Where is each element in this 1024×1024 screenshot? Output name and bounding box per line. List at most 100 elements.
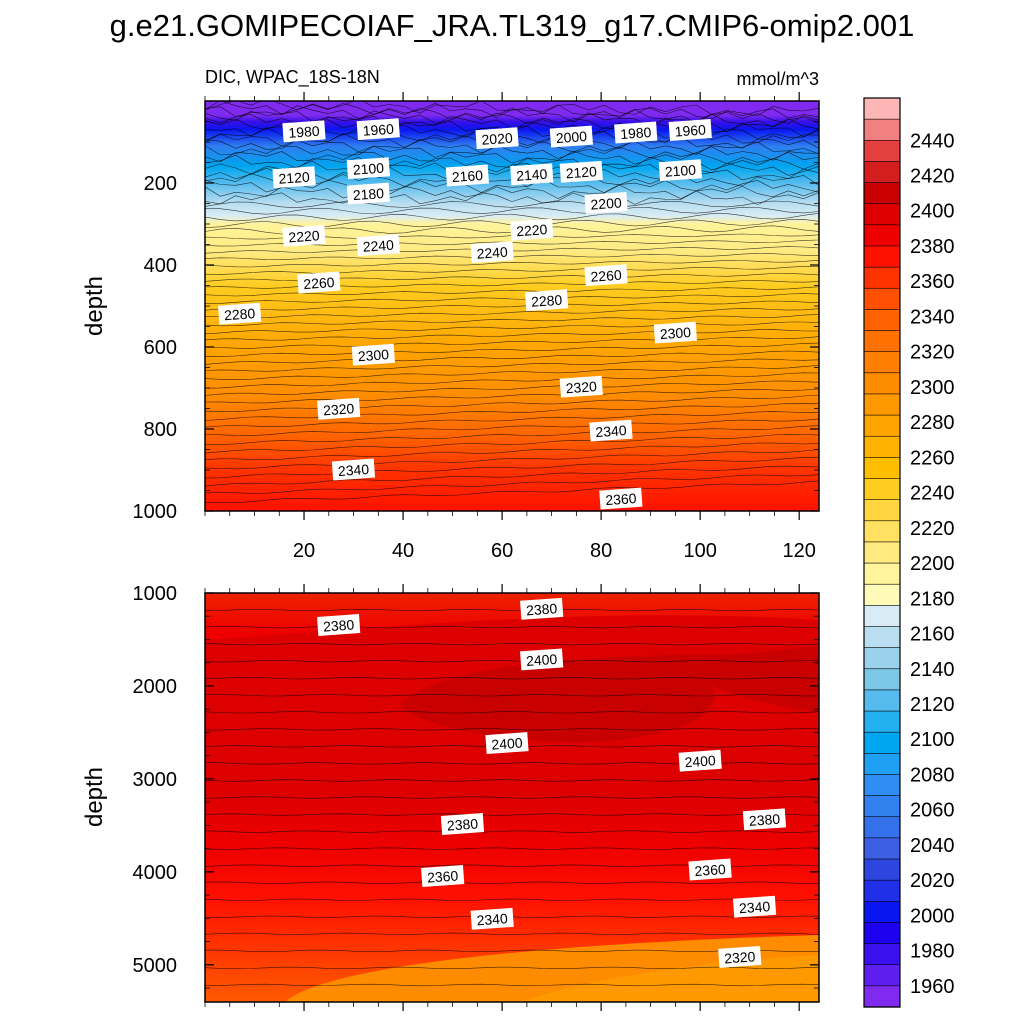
colorbar-label: 2280 — [910, 412, 955, 434]
contour-line — [205, 608, 819, 612]
contour-line — [205, 442, 819, 461]
svg-text:2120: 2120 — [565, 163, 597, 181]
contour-line — [205, 813, 819, 816]
svg-text:1980: 1980 — [620, 124, 652, 142]
contour-line — [205, 388, 819, 404]
colorbar-label: 1960 — [910, 976, 955, 998]
colorbar-label: 2060 — [910, 800, 955, 822]
colorbar-segment — [863, 203, 901, 226]
colorbar-segment — [863, 520, 901, 543]
colorbar-label: 2320 — [910, 342, 955, 364]
contour-line — [205, 293, 819, 304]
contour-line — [205, 358, 819, 372]
colorbar-segment — [863, 837, 901, 860]
contour-line — [205, 300, 819, 311]
colorbar-label: 2160 — [910, 624, 955, 646]
colorbar-segment — [863, 182, 901, 205]
contour-line — [205, 949, 819, 953]
contour-line — [205, 286, 819, 297]
contour-line — [205, 308, 819, 319]
contour-label: 2300 — [351, 343, 395, 366]
contour-line — [205, 321, 819, 335]
svg-text:2260: 2260 — [590, 267, 622, 285]
top-panel-axes: 200 400 600 800 1000 20 40 60 80 100 120 — [133, 92, 819, 562]
colorbar-segment — [863, 605, 901, 628]
contour-line — [205, 728, 819, 731]
contour-label: 2320 — [718, 945, 762, 968]
svg-text:2380: 2380 — [446, 815, 478, 833]
colorbar-segment — [863, 753, 901, 776]
colorbar-label: 2120 — [910, 694, 955, 716]
svg-text:2300: 2300 — [357, 346, 389, 364]
colorbar-segment — [863, 161, 901, 184]
colorbar-segment — [863, 541, 901, 564]
colorbar-label: 2000 — [910, 905, 955, 927]
bottom-lowest-region — [520, 955, 819, 1002]
contour-line — [205, 643, 819, 646]
svg-text:2220: 2220 — [516, 221, 548, 239]
colorbar-segment — [863, 858, 901, 881]
contour-label: 2000 — [549, 125, 593, 148]
svg-text:2380: 2380 — [323, 616, 355, 634]
colorbar-segment — [863, 414, 901, 437]
figure-title: g.e21.GOMIPECOIAF_JRA.TL319_g17.CMIP6-om… — [110, 8, 915, 43]
contour-label: 2380 — [440, 813, 485, 835]
contour-label: 2220 — [282, 224, 326, 247]
colorbar-segment — [863, 139, 901, 163]
contour-line — [205, 213, 819, 222]
top-panel: DIC, WPAC_18S-18N mmol/m^3 1980 1960 2020 2… — [81, 67, 820, 562]
contour-line — [205, 259, 819, 268]
colorbar-segment — [863, 393, 901, 416]
colorbar-label: 2140 — [910, 659, 955, 681]
colorbar-segment — [863, 900, 901, 924]
svg-text:2300: 2300 — [659, 324, 691, 342]
colorbar-label: 2380 — [910, 236, 955, 258]
x-tick-label: 120 — [783, 540, 816, 562]
colorbar-label: 2260 — [910, 447, 955, 469]
colorbar-frame — [863, 97, 901, 1008]
colorbar-segment — [863, 224, 901, 247]
colorbar-label: 2340 — [910, 306, 955, 328]
contour-label: 1980 — [614, 121, 658, 144]
colorbar-label: 2360 — [910, 271, 955, 293]
svg-text:2320: 2320 — [323, 400, 355, 418]
y-tick-label: 400 — [144, 255, 177, 277]
colorbar-segment — [863, 330, 901, 353]
svg-text:2320: 2320 — [565, 378, 597, 396]
contour-line — [205, 380, 819, 396]
contour-line — [205, 966, 819, 970]
contour-label: 2260 — [297, 271, 341, 294]
x-tick-label: 80 — [590, 540, 612, 562]
svg-text:2360: 2360 — [427, 867, 459, 885]
contour-line — [205, 677, 819, 680]
svg-text:2240: 2240 — [476, 244, 508, 262]
svg-text:2340: 2340 — [476, 910, 508, 928]
contour-line — [205, 457, 819, 479]
svg-text:1960: 1960 — [674, 121, 706, 139]
colorbar-segment — [863, 309, 901, 332]
contour-line — [205, 932, 819, 935]
contour-line — [205, 178, 819, 194]
contour-label: 2400 — [678, 749, 722, 772]
contour-label: 2260 — [584, 264, 628, 287]
colorbar-segment — [863, 879, 901, 902]
x-tick-label: 100 — [683, 540, 716, 562]
y-tick-label: 3000 — [133, 769, 178, 791]
top-panel-ylabel: depth — [81, 276, 108, 336]
colorbar-segment — [863, 668, 901, 691]
top-panel-field — [205, 101, 819, 511]
colorbar-label: 2300 — [910, 377, 955, 399]
y-tick-label: 4000 — [133, 862, 178, 884]
y-tick-label: 600 — [144, 337, 177, 359]
svg-text:2220: 2220 — [288, 227, 320, 245]
contour-line — [205, 105, 819, 124]
y-tick-label: 5000 — [133, 955, 178, 977]
colorbar-segment — [863, 351, 901, 374]
contour-line — [205, 480, 819, 503]
svg-text:2020: 2020 — [481, 130, 513, 148]
colorbar-segment — [863, 731, 901, 754]
contour-line — [205, 336, 819, 349]
colorbar-segment — [863, 97, 901, 120]
svg-text:1960: 1960 — [362, 121, 394, 139]
contour-label: 2320 — [317, 397, 361, 420]
